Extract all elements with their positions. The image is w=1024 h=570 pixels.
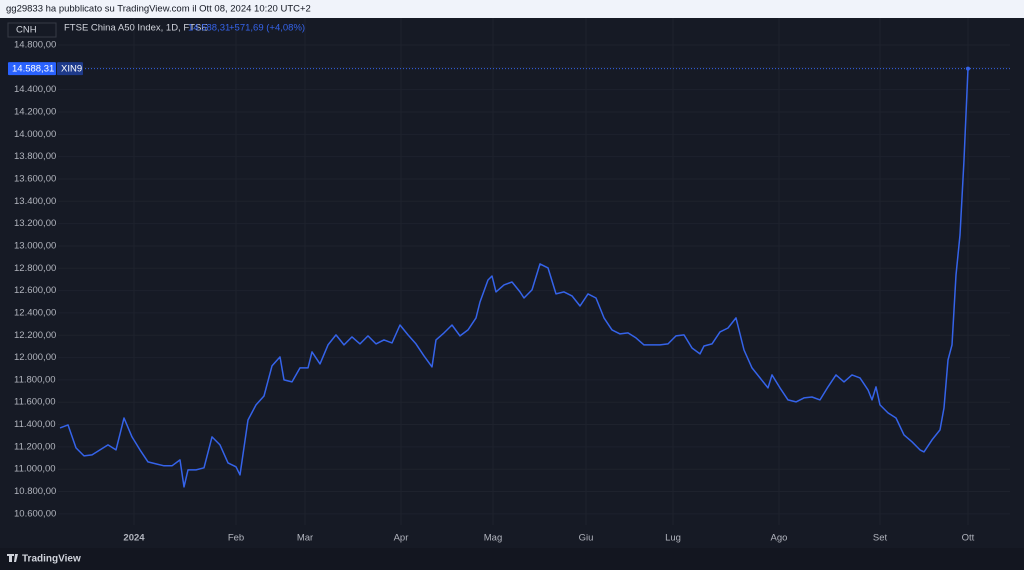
y-tick-label: 12.600,00 [14,285,56,296]
x-tick-label: Ago [771,533,788,544]
x-tick-label: 2024 [123,533,145,544]
header-bar [0,0,1024,18]
y-tick-label: 13.200,00 [14,218,56,229]
x-tick-label: Giu [579,533,594,544]
y-tick-label: 13.400,00 [14,196,56,207]
last-price-label: 14.588,31 [12,64,54,75]
y-tick-label: 11.800,00 [14,374,56,385]
x-tick-label: Apr [394,533,409,544]
y-tick-label: 10.600,00 [14,508,56,519]
y-tick-label: 11.600,00 [14,397,56,408]
symbol-label: XIN9 [61,64,82,75]
header-text: gg29833 ha pubblicato su TradingView.com… [6,4,311,15]
y-tick-label: 13.800,00 [14,151,56,162]
y-tick-label: 11.000,00 [14,464,56,475]
y-tick-label: 12.200,00 [14,330,56,341]
x-tick-label: Lug [665,533,681,544]
legend-price: 14.588,31 [188,23,230,34]
x-tick-label: Feb [228,533,244,544]
plot [58,66,1010,488]
logo [7,554,18,562]
y-tick-label: 13.600,00 [14,173,56,184]
y-tick-label: 13.000,00 [14,240,56,251]
x-tick-label: Set [873,533,888,544]
footer-bar [0,548,1024,570]
y-tick-label: 10.800,00 [14,486,56,497]
last-price-box [8,62,56,76]
y-tick-label: 12.000,00 [14,352,56,363]
legend-change: +571,69 (+4,08%) [229,23,305,34]
grid [58,18,1010,525]
currency-box [7,22,57,38]
footer-text: TradingView [22,554,81,565]
currency: CNH [16,25,37,36]
y-tick-label: 11.200,00 [14,441,56,452]
y-tick-label: 12.800,00 [14,263,56,274]
y-tick-label: 11.400,00 [14,419,56,430]
y-tick-label: 14.000,00 [14,129,56,140]
symbol-box [57,62,83,76]
x-tick-label: Ott [962,533,975,544]
x-tick-label: Mag [484,533,502,544]
price-line [59,68,969,488]
y-tick-label: 14.400,00 [14,84,56,95]
y-tick-label: 14.200,00 [14,107,56,118]
y-tick-label: 12.400,00 [14,307,56,318]
y-tick-label: 14.800,00 [14,40,56,51]
legend-name: FTSE China A50 Index, 1D, FTSE [64,23,208,34]
x-tick-label: Mar [297,533,313,544]
